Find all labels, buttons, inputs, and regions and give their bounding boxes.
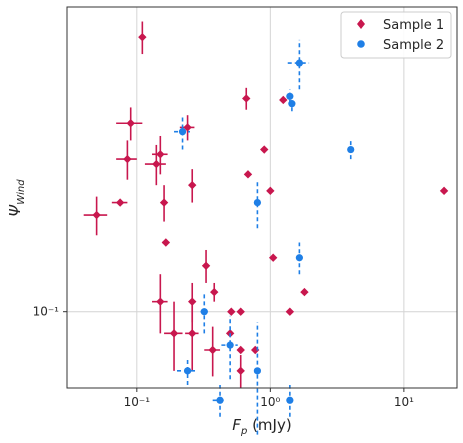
- data-point-diamond: [152, 159, 161, 169]
- data-point-circle: [178, 128, 187, 136]
- data-point-diamond: [169, 329, 179, 338]
- legend-box: [340, 11, 452, 59]
- data-point-diamond: [236, 307, 245, 316]
- data-point-diamond: [260, 145, 269, 154]
- legend-marker-sample-2: [357, 40, 365, 48]
- data-point-diamond: [188, 180, 197, 190]
- legend: Sample 1 Sample 2: [340, 11, 452, 59]
- data-point-circle: [253, 198, 262, 207]
- legend-label-sample-1: Sample 1: [383, 18, 444, 33]
- axis-ticks: 10⁻¹ 10⁰ 10¹ 10⁻¹: [33, 305, 415, 409]
- x-axis-title: Fp (mJy): [232, 416, 291, 437]
- data-point-diamond: [236, 366, 245, 376]
- data-point-diamond: [92, 210, 101, 220]
- y-axis-title: ΨWind: [6, 179, 27, 217]
- data-point-circle: [200, 308, 208, 316]
- data-point-diamond: [439, 186, 449, 196]
- data-point-circle: [288, 100, 296, 108]
- data-point-diamond: [156, 150, 165, 159]
- plot-frame: [66, 6, 458, 389]
- data-point-diamond: [300, 287, 309, 297]
- legend-label-sample-2: Sample 2: [383, 38, 444, 53]
- data-point-diamond: [268, 253, 278, 262]
- data-point-diamond: [208, 345, 217, 355]
- data-point-diamond: [236, 345, 245, 355]
- data-point-diamond: [285, 307, 295, 316]
- data-point-circle: [226, 341, 234, 349]
- data-point-diamond: [279, 95, 288, 105]
- data-point-circle: [295, 59, 303, 67]
- data-point-circle: [286, 92, 294, 100]
- data-point-diamond: [126, 119, 135, 128]
- data-point-circle: [286, 396, 294, 404]
- y-tick-label: 10⁻¹: [33, 305, 60, 319]
- x-tick-label: 10⁰: [260, 395, 280, 409]
- legend-marker-sample-1: [357, 19, 365, 29]
- data-point-circle: [253, 367, 262, 375]
- data-point-diamond: [161, 238, 171, 247]
- data-point-diamond: [123, 154, 132, 164]
- data-point-diamond: [138, 32, 147, 42]
- x-tick-label: 10⁻¹: [124, 395, 151, 409]
- plot-background: [67, 7, 457, 388]
- data-points: [83, 21, 449, 435]
- data-point-circle: [347, 145, 355, 154]
- data-point-diamond: [115, 198, 125, 207]
- data-point-diamond: [159, 198, 169, 207]
- data-point-circle: [216, 396, 224, 404]
- x-tick-label: 10¹: [394, 395, 414, 409]
- data-point-diamond: [201, 261, 211, 271]
- data-point-diamond: [188, 297, 197, 306]
- data-point-diamond: [156, 297, 165, 306]
- grid-lines: [67, 7, 457, 388]
- data-point-diamond: [188, 329, 197, 338]
- data-point-diamond: [266, 186, 275, 196]
- data-point-circle: [295, 254, 303, 262]
- data-point-diamond: [242, 94, 251, 103]
- data-point-circle: [183, 367, 192, 375]
- data-point-diamond: [243, 170, 253, 179]
- data-point-diamond: [210, 287, 219, 297]
- data-point-diamond: [227, 307, 236, 316]
- data-point-diamond: [183, 123, 192, 132]
